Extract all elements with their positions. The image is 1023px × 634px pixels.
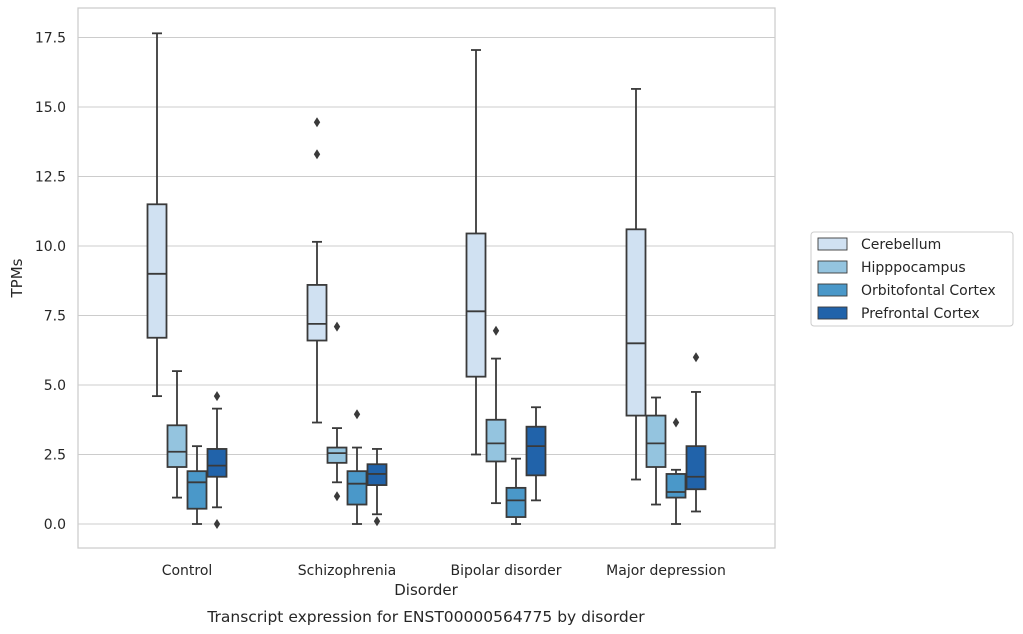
box-1-0 bbox=[166, 370, 188, 499]
box-iqr bbox=[186, 470, 208, 510]
box-iqr bbox=[625, 228, 647, 417]
box-iqr bbox=[146, 203, 168, 339]
box-0-0 bbox=[146, 32, 168, 398]
x-axis-ticks: Control Schizophrenia Bipolar disorder Majo… bbox=[162, 563, 726, 579]
x-axis-label: Disorder bbox=[394, 581, 458, 599]
box-iqr bbox=[206, 448, 228, 478]
box-2-1 bbox=[346, 409, 368, 525]
legend-swatch bbox=[817, 283, 848, 297]
legend-label: Prefrontal Cortex bbox=[861, 306, 980, 322]
box-iqr bbox=[326, 446, 348, 464]
y-axis-label: TPMs bbox=[8, 258, 26, 298]
box-iqr bbox=[665, 473, 687, 499]
box-0-2 bbox=[465, 49, 487, 456]
outlier-point bbox=[353, 409, 361, 420]
box-iqr bbox=[166, 424, 188, 468]
outlier-point bbox=[213, 519, 221, 529]
x-tick-label: Control bbox=[162, 563, 213, 579]
outlier-point bbox=[333, 491, 341, 502]
outlier-point bbox=[373, 516, 381, 527]
legend-label: Cerebellum bbox=[861, 237, 941, 253]
box-iqr bbox=[685, 445, 707, 491]
y-tick-label: 2.5 bbox=[44, 448, 66, 464]
box-iqr bbox=[485, 418, 507, 463]
legend-swatch bbox=[817, 306, 848, 320]
box-1-2 bbox=[485, 325, 507, 505]
y-tick-label: 15.0 bbox=[35, 100, 66, 116]
legend-label: Hipppocampus bbox=[861, 260, 966, 276]
box-iqr bbox=[525, 425, 547, 477]
box-3-2 bbox=[525, 406, 547, 502]
outlier-point bbox=[313, 117, 321, 128]
box-0-1 bbox=[306, 117, 328, 424]
outlier-point bbox=[492, 325, 500, 336]
box-1-3 bbox=[645, 396, 667, 506]
box-iqr bbox=[505, 486, 527, 518]
box-1-1 bbox=[326, 321, 348, 502]
outlier-point bbox=[213, 391, 221, 402]
gridlines bbox=[78, 36, 775, 525]
box-2-0 bbox=[186, 445, 208, 525]
box-3-0 bbox=[206, 391, 228, 529]
box-2-2 bbox=[505, 457, 527, 525]
box-iqr bbox=[306, 284, 328, 342]
outlier-point bbox=[692, 352, 700, 363]
x-tick-label: Bipolar disorder bbox=[450, 563, 561, 579]
y-tick-label: 12.5 bbox=[35, 170, 66, 186]
outlier-point bbox=[672, 417, 680, 428]
box-iqr bbox=[465, 232, 487, 378]
box-groups bbox=[146, 32, 707, 529]
box-3-3 bbox=[685, 352, 707, 513]
legend-frame bbox=[810, 231, 1014, 327]
outlier-point bbox=[313, 149, 321, 160]
plot-frame bbox=[77, 7, 776, 549]
outlier-point bbox=[333, 321, 341, 332]
legend-swatch bbox=[817, 260, 848, 274]
x-tick-label: Major depression bbox=[606, 563, 726, 579]
legend-swatch bbox=[817, 237, 848, 251]
y-tick-label: 17.5 bbox=[35, 31, 66, 47]
y-tick-label: 7.5 bbox=[44, 309, 66, 325]
box-0-3 bbox=[625, 88, 647, 481]
legend: Cerebellum Hipppocampus Orbitofontal Corte… bbox=[810, 231, 1014, 327]
box-3-1 bbox=[366, 448, 388, 527]
chart-caption: Transcript expression for ENST0000056477… bbox=[206, 608, 645, 626]
box-iqr bbox=[346, 470, 368, 506]
y-tick-label: 5.0 bbox=[44, 378, 66, 394]
y-tick-label: 10.0 bbox=[35, 239, 66, 255]
box-iqr bbox=[645, 414, 667, 468]
y-axis-ticks: 0.0 2.5 5.0 7.5 10.0 12.5 15.0 17.5 bbox=[35, 31, 66, 534]
x-tick-label: Schizophrenia bbox=[298, 563, 396, 579]
legend-label: Orbitofontal Cortex bbox=[861, 283, 996, 299]
y-tick-label: 0.0 bbox=[44, 517, 66, 533]
box-2-3 bbox=[665, 417, 687, 525]
